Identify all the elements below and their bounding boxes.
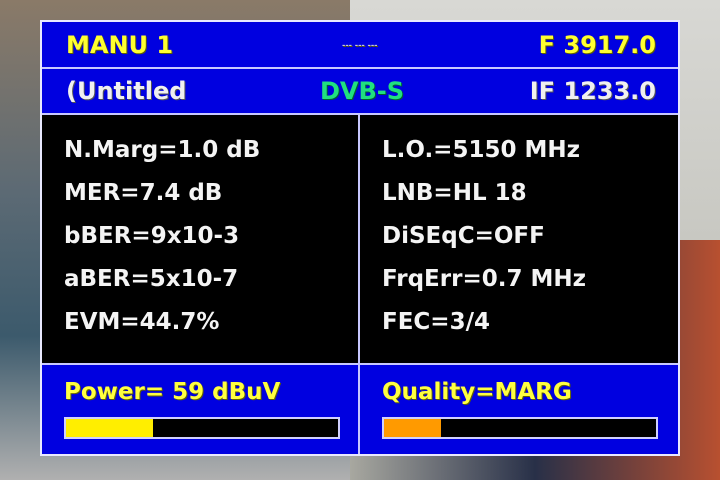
power-bar bbox=[64, 417, 340, 439]
measurement-left-3: aBER=5x10-7 bbox=[64, 266, 239, 292]
measurement-left-1: MER=7.4 dB bbox=[64, 180, 223, 206]
power-bar-fill bbox=[66, 419, 154, 437]
quality-section: Quality=MARG bbox=[360, 365, 676, 454]
signal-meter-panel: MANU 1 --- --- --- F 3917.0 (Untitled DV… bbox=[40, 20, 680, 456]
header-row: MANU 1 --- --- --- F 3917.0 bbox=[42, 22, 678, 69]
measurement-left-2: bBER=9x10-3 bbox=[64, 223, 240, 249]
right-measurements: L.O.=5150 MHz LNB=HL 18 DiSEqC=OFF FrqErr=0… bbox=[360, 115, 676, 363]
measurement-left-4: EVM=44.7% bbox=[64, 309, 220, 335]
level-section: Power= 59 dBuV Quality=MARG bbox=[42, 365, 678, 454]
channel-row: (Untitled DVB-S IF 1233.0 bbox=[42, 69, 678, 115]
standard: DVB-S bbox=[320, 77, 405, 105]
measurement-right-0: L.O.=5150 MHz bbox=[382, 137, 580, 163]
power-label: Power= 59 dBuV bbox=[64, 379, 281, 405]
quality-bar-fill bbox=[384, 419, 442, 437]
dots: --- --- --- bbox=[342, 40, 378, 49]
power-section: Power= 59 dBuV bbox=[42, 365, 360, 454]
measurement-right-3: FrqErr=0.7 MHz bbox=[382, 266, 586, 292]
channel-name: (Untitled bbox=[66, 77, 187, 105]
measurement-right-4: FEC=3/4 bbox=[382, 309, 490, 335]
quality-bar bbox=[382, 417, 658, 439]
measurement-right-2: DiSEqC=OFF bbox=[382, 223, 545, 249]
mode-label: MANU 1 bbox=[66, 30, 174, 59]
left-measurements: N.Marg=1.0 dB MER=7.4 dB bBER=9x10-3 aBER=5… bbox=[42, 115, 360, 363]
measurement-right-1: LNB=HL 18 bbox=[382, 180, 527, 206]
if-frequency: IF 1233.0 bbox=[529, 77, 656, 105]
measurements: N.Marg=1.0 dB MER=7.4 dB bBER=9x10-3 aBER=5… bbox=[42, 115, 678, 365]
measurement-left-0: N.Marg=1.0 dB bbox=[64, 137, 261, 163]
quality-label: Quality=MARG bbox=[382, 379, 572, 405]
frequency: F 3917.0 bbox=[538, 30, 656, 59]
